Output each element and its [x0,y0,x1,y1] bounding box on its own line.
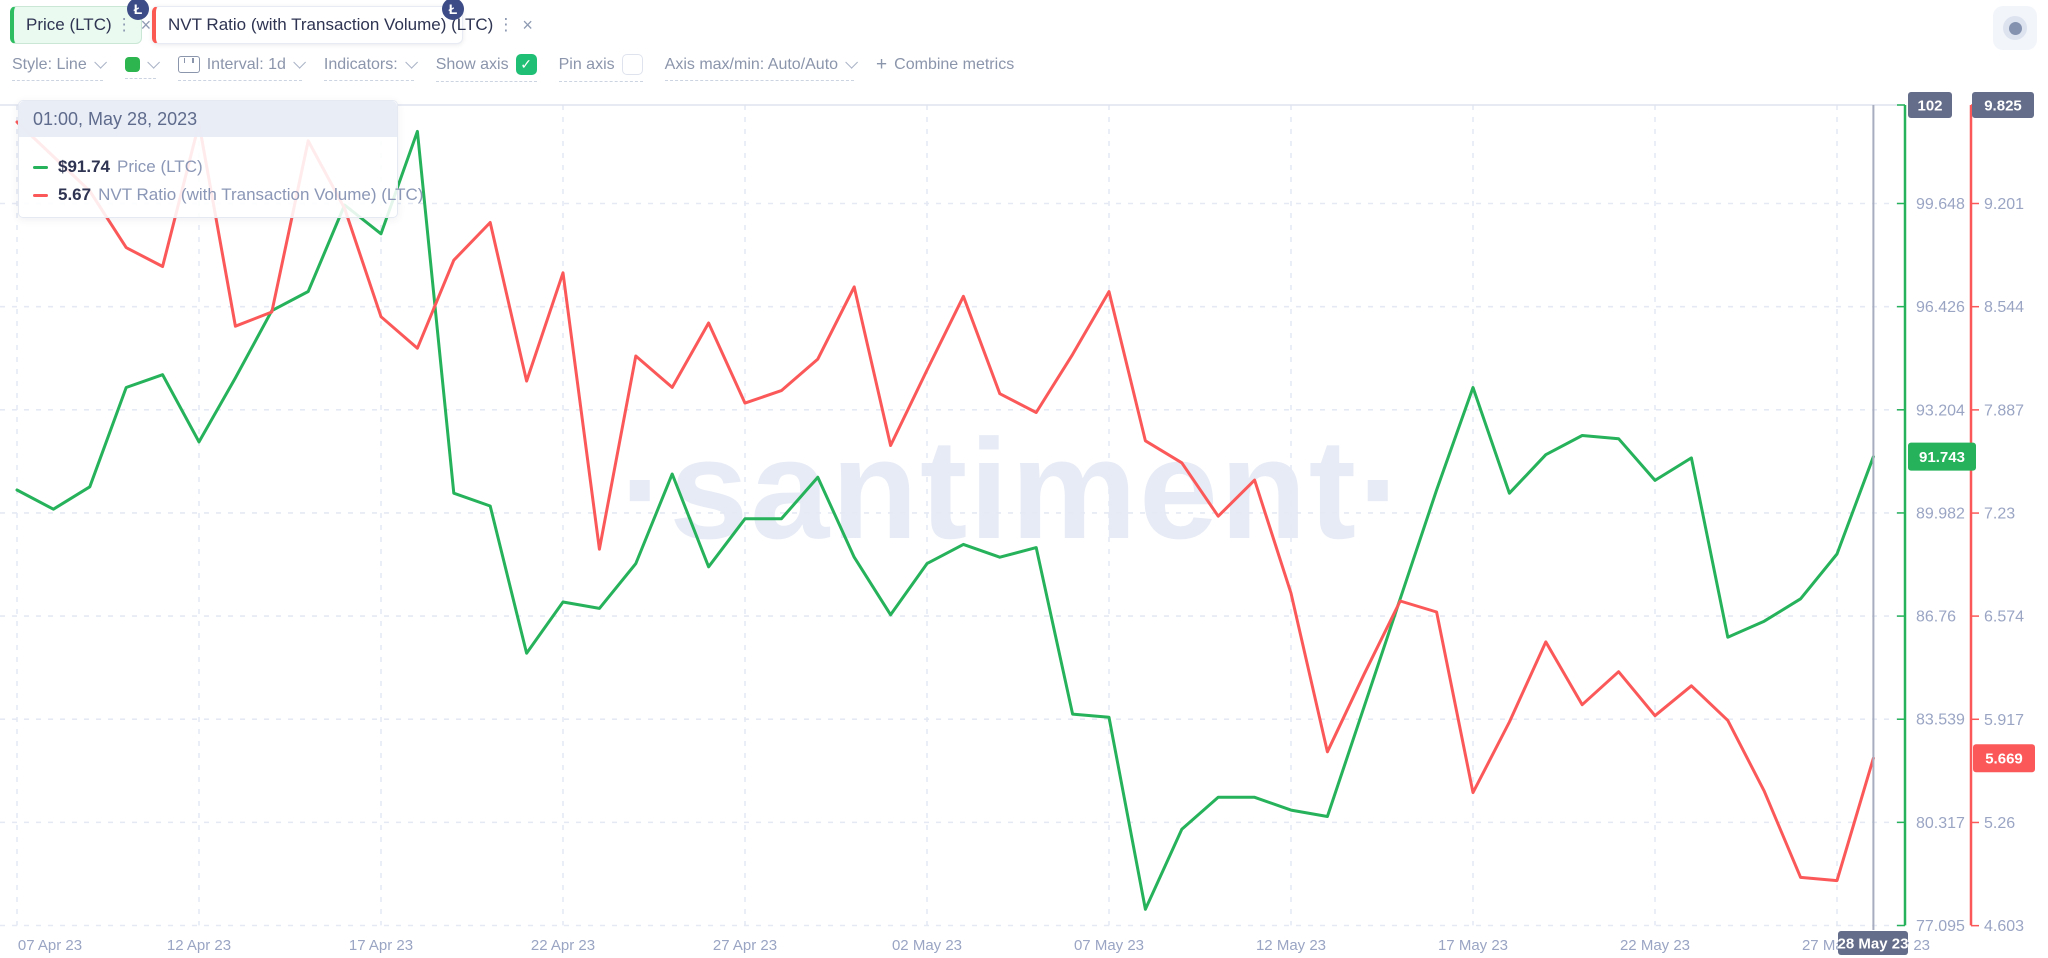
nvt-axis-tick-label: 5.26 [1984,815,2015,832]
nvt-series-swatch-icon [33,193,48,197]
tab-nvt-label: NVT Ratio (with Transaction Volume) (LTC… [168,15,494,34]
nvt-axis-tick-label: 7.23 [1984,506,2015,523]
price-axis-tick-label: 80.317 [1916,815,1965,832]
axis-maxmin-dropdown[interactable]: Axis max/min: Auto/Auto [664,55,859,81]
nvt-axis-tick-label: 5.917 [1984,712,2024,729]
x-axis-tick-label: 17 May 23 [1438,937,1508,954]
nvt-axis-max-badge [1972,92,2034,118]
price-axis-tick-label: 96.426 [1916,299,1965,316]
price-axis-tick-label: 77.095 [1916,918,1965,935]
tab-price-label: Price (LTC) [26,15,112,34]
chevron-down-icon [845,56,859,69]
tooltip-timestamp: 01:00, May 28, 2023 [19,101,397,137]
chevron-down-icon [404,56,418,69]
close-icon[interactable]: × [140,14,152,35]
metric-tabbar: Price (LTC) ⋮ × Ł NVT Ratio (with Transa… [0,0,2048,50]
show-axis-toggle[interactable]: Show axis ✓ [435,54,537,82]
nvt-axis-tick-label: 7.887 [1984,402,2024,419]
price-current-value-badge-label: 91.743 [1919,449,1965,466]
nvt-current-value-badge [1973,744,2035,773]
show-axis-checkbox[interactable]: ✓ [515,54,537,75]
check-icon: ✓ [520,56,532,72]
nvt-current-value-badge-label: 5.669 [1985,751,2023,768]
nvt-line-series [15,120,1875,883]
axis-maxmin-label: Axis max/min: Auto/Auto [664,55,839,73]
x-axis-tick-label: 17 Apr 23 [349,937,413,954]
indicators-dropdown[interactable]: Indicators: [323,55,418,81]
chevron-down-icon [93,56,107,69]
price-line-series [15,129,1875,911]
x-axis-tick-label: 07 Apr 23 [18,937,82,954]
style-label: Style: Line [12,55,87,73]
tooltip-nvt-label: NVT Ratio (with Transaction Volume) (LTC… [98,185,424,204]
plus-icon: + [876,53,888,75]
x-axis-tick-label: 12 May 23 [1256,937,1326,954]
litecoin-icon: Ł [442,0,464,20]
color-swatch-dropdown[interactable] [124,56,160,79]
tooltip-price-label: Price (LTC) [117,157,203,176]
price-axis-max-badge-label: 102 [1917,98,1942,115]
chart-toolbar: Style: Line Interval: 1d Indicators: Sho… [0,50,2048,86]
hovered-date-badge-label: 28 May 23 [1838,936,1909,953]
hover-tooltip: 01:00, May 28, 2023 $91.74 Price (LTC) 5… [18,100,423,218]
x-axis-tick-label: 22 May 23 [1620,937,1690,954]
combine-metrics-label: Combine metrics [894,55,1015,73]
price-axis-tick-label: 83.539 [1916,712,1965,729]
x-axis-tick-label: 22 Apr 23 [531,937,595,954]
interval-ruler-icon [177,56,200,73]
close-icon[interactable]: × [522,14,533,35]
tooltip-body: $91.74 Price (LTC) 5.67 NVT Ratio (with … [19,137,423,217]
green-swatch-icon [124,57,140,72]
price-axis-tick-label: 89.982 [1916,505,1965,522]
price-current-value-badge [1908,442,1976,471]
style-dropdown[interactable]: Style: Line [12,55,107,81]
litecoin-icon: Ł [127,0,149,20]
pin-axis-label: Pin axis [558,55,615,73]
interval-label: Interval: 1d [206,55,286,73]
nvt-axis-tick-label: 6.574 [1984,609,2024,626]
kebab-menu-icon[interactable]: ⋮ [115,15,133,34]
show-axis-label: Show axis [435,55,509,73]
pin-axis-checkbox[interactable] [621,54,643,75]
interval-dropdown[interactable]: Interval: 1d [177,55,306,81]
nvt-axis-tick-label: 8.544 [1984,299,2024,316]
price-axis-tick-label: 99.648 [1916,196,1965,213]
x-axis-tick-label: 27 Apr 23 [713,937,777,954]
tab-nvt-ratio-ltc[interactable]: NVT Ratio (with Transaction Volume) (LTC… [152,0,533,44]
record-icon [2003,16,2027,40]
indicators-label: Indicators: [323,55,398,73]
price-axis-tick-label: 86.76 [1916,609,1956,626]
tooltip-price-value: $91.74 [58,157,110,176]
hovered-date-badge [1838,931,1908,955]
x-axis-tick-label: 07 May 23 [1074,937,1144,954]
price-series-swatch-icon [33,165,48,169]
combine-metrics-button[interactable]: + Combine metrics [876,54,1014,83]
chevron-down-icon [146,56,160,69]
screen-record-button[interactable] [1993,6,2037,50]
pin-axis-toggle[interactable]: Pin axis [558,54,643,82]
chevron-down-icon [293,56,306,69]
x-axis-tick-label: 12 Apr 23 [167,937,231,954]
x-axis-tick-label: 02 May 23 [892,937,962,954]
nvt-axis-max-badge-label: 9.825 [1984,98,2022,115]
price-axis-tick-label: 93.204 [1916,402,1965,419]
tab-price-ltc[interactable]: Price (LTC) ⋮ × Ł [10,0,151,44]
tooltip-row-price: $91.74 Price (LTC) [33,157,383,177]
price-axis-max-badge [1908,92,1952,118]
tooltip-nvt-value: 5.67 [58,185,92,204]
nvt-axis-tick-label: 4.603 [1984,918,2024,935]
tooltip-row-nvt: 5.67 NVT Ratio (with Transaction Volume)… [33,185,423,205]
kebab-menu-icon[interactable]: ⋮ [497,15,515,34]
nvt-axis-tick-label: 9.201 [1984,196,2024,213]
